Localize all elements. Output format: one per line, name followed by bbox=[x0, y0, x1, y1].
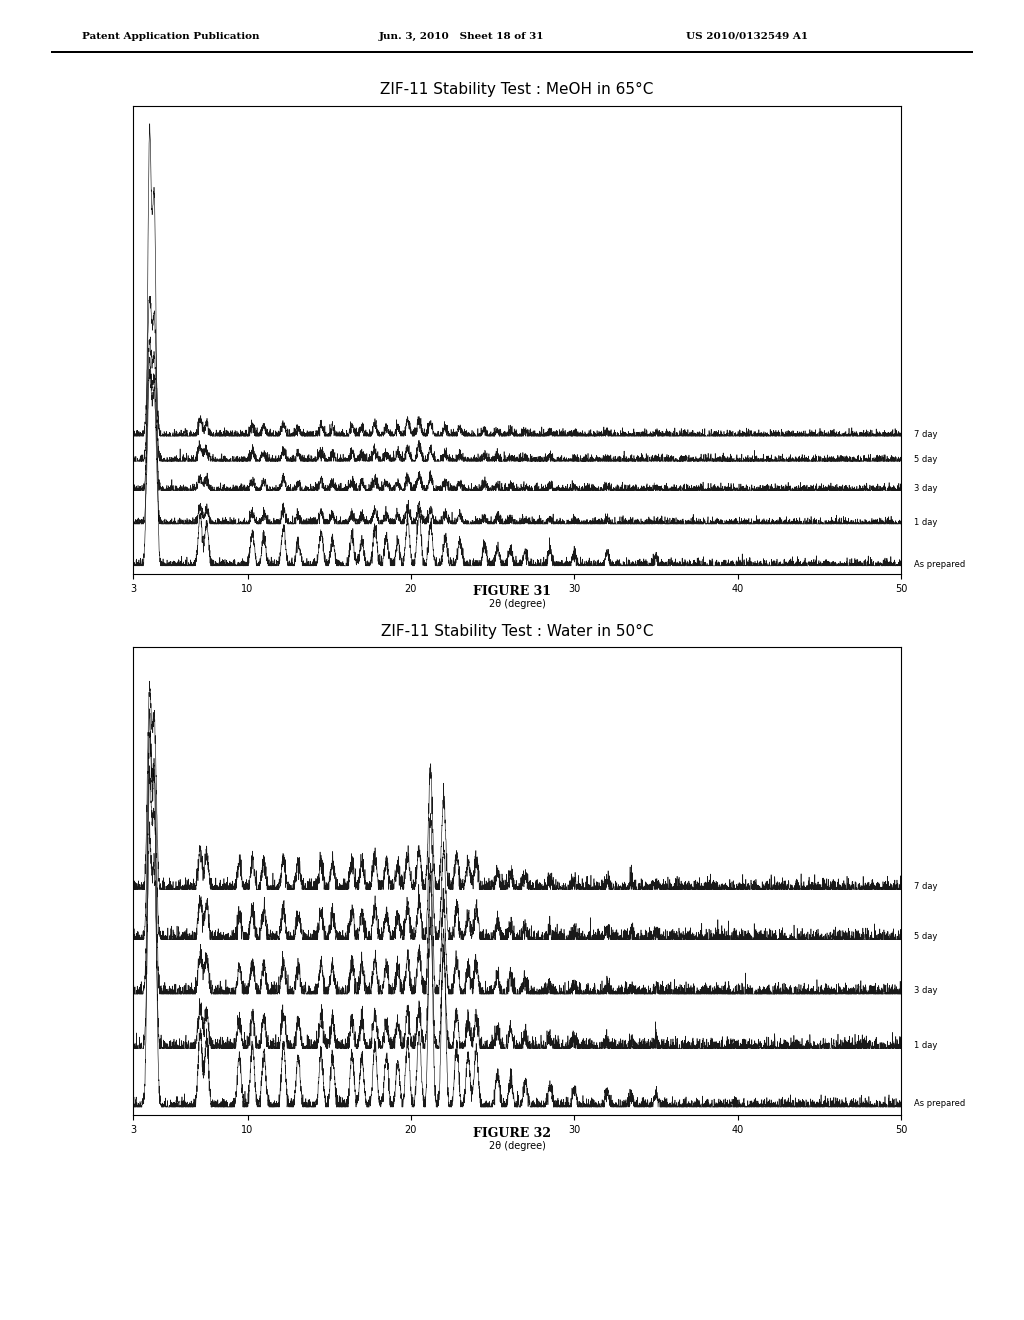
Text: Patent Application Publication: Patent Application Publication bbox=[82, 32, 259, 41]
Title: ZIF-11 Stability Test : Water in 50°C: ZIF-11 Stability Test : Water in 50°C bbox=[381, 623, 653, 639]
Text: US 2010/0132549 A1: US 2010/0132549 A1 bbox=[686, 32, 808, 41]
Text: 7 day: 7 day bbox=[914, 882, 938, 891]
Text: As prepared: As prepared bbox=[914, 560, 966, 569]
Text: FIGURE 31: FIGURE 31 bbox=[473, 585, 551, 598]
Text: 7 day: 7 day bbox=[914, 430, 938, 440]
Text: 5 day: 5 day bbox=[914, 455, 938, 465]
Text: 1 day: 1 day bbox=[914, 1040, 938, 1049]
Text: As prepared: As prepared bbox=[914, 1100, 966, 1109]
Text: Jun. 3, 2010   Sheet 18 of 31: Jun. 3, 2010 Sheet 18 of 31 bbox=[379, 32, 545, 41]
X-axis label: 2θ (degree): 2θ (degree) bbox=[488, 599, 546, 610]
Text: FIGURE 32: FIGURE 32 bbox=[473, 1127, 551, 1140]
Title: ZIF-11 Stability Test : MeOH in 65°C: ZIF-11 Stability Test : MeOH in 65°C bbox=[381, 82, 653, 98]
X-axis label: 2θ (degree): 2θ (degree) bbox=[488, 1140, 546, 1151]
Text: 5 day: 5 day bbox=[914, 932, 938, 941]
Text: 3 day: 3 day bbox=[914, 986, 938, 995]
Text: 1 day: 1 day bbox=[914, 517, 938, 527]
Text: 3 day: 3 day bbox=[914, 484, 938, 494]
